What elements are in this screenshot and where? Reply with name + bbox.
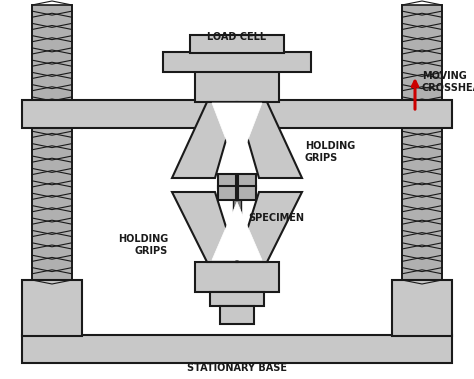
Bar [190, 35, 284, 53]
Bar [218, 186, 236, 200]
Bar [220, 306, 254, 324]
Text: HOLDING
GRIPS: HOLDING GRIPS [305, 141, 355, 163]
Bar [238, 174, 256, 188]
Text: SPECIMEN: SPECIMEN [248, 213, 304, 223]
Bar [195, 68, 279, 102]
Bar [22, 335, 452, 363]
Polygon shape [212, 103, 262, 168]
Bar [238, 186, 256, 200]
Text: STATIONARY BASE: STATIONARY BASE [187, 363, 287, 373]
Polygon shape [172, 102, 237, 178]
Polygon shape [212, 202, 262, 260]
Polygon shape [237, 102, 302, 178]
Bar [402, 5, 442, 103]
Bar [402, 125, 442, 280]
Bar [32, 125, 72, 280]
Bar [218, 174, 236, 188]
Bar [195, 262, 279, 292]
Text: LOAD CELL: LOAD CELL [208, 32, 266, 42]
Bar [163, 52, 311, 72]
Bar [210, 292, 264, 306]
Bar [22, 100, 452, 128]
Bar [22, 280, 82, 336]
Polygon shape [172, 192, 237, 262]
Bar [32, 5, 72, 103]
Bar [233, 188, 241, 260]
Polygon shape [237, 192, 302, 262]
Text: HOLDING
GRIPS: HOLDING GRIPS [118, 234, 168, 256]
Bar [392, 280, 452, 336]
Text: MOVING
CROSSHEAD: MOVING CROSSHEAD [422, 71, 474, 93]
